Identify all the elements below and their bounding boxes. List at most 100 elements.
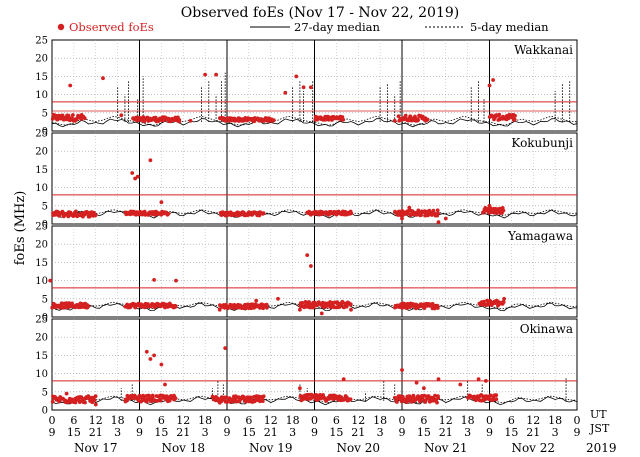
observed-point-outlier: [223, 346, 228, 350]
observed-point: [234, 399, 239, 404]
panels: 0 5 10 15 20 25 Wakkanai 0 5 10 15 20 25 Kokubunji 0 5 1…: [35, 36, 578, 417]
year-label: 2019: [586, 441, 617, 455]
observed-point: [227, 396, 232, 400]
x-tick-ut: 18: [373, 414, 387, 427]
x-tick-jst: 21: [351, 426, 365, 439]
x-tick-ut: 0: [399, 414, 406, 427]
jst-axis-label: JST: [589, 422, 610, 435]
observed-point: [435, 400, 439, 405]
y-tick-label: 0: [42, 406, 48, 417]
observed-point-outlier: [159, 200, 164, 205]
observed-point: [400, 394, 405, 399]
observed-point-outlier: [392, 118, 397, 123]
x-tick-ut: 0: [311, 414, 318, 427]
observed-point-outlier: [163, 382, 167, 387]
observed-point: [497, 206, 502, 211]
y-tick-label: 10: [35, 90, 48, 101]
observed-point: [411, 393, 416, 398]
observed-point-outlier: [301, 85, 306, 90]
legend: Observed foEs 27-day median 5-day median: [57, 20, 549, 34]
x-tick-jst: 21: [176, 426, 190, 439]
legend-27day-label: 27-day median: [294, 20, 380, 34]
observed-point-outlier: [494, 298, 499, 303]
observed-point: [260, 399, 265, 403]
x-tick-jst: 9: [136, 426, 143, 439]
x-tick-jst: 9: [224, 426, 231, 439]
y-tick-label: 15: [35, 165, 48, 176]
observed-point: [50, 399, 55, 404]
x-tick-jst: 15: [504, 426, 518, 439]
station-label: Yamagawa: [507, 229, 573, 243]
x-tick-ut: 18: [548, 414, 562, 427]
observed-point: [66, 214, 71, 219]
x-tick-jst: 3: [202, 426, 209, 439]
observed-point-outlier: [144, 349, 149, 354]
y-tick-label: 15: [35, 351, 48, 362]
observed-point-outlier: [101, 76, 105, 81]
day-label: Nov 21: [424, 441, 468, 455]
station-label: Kokubunji: [511, 136, 573, 150]
observed-point: [433, 393, 437, 398]
y-tick-label: 5: [42, 294, 48, 305]
x-tick-ut: 0: [486, 414, 493, 427]
observed-point: [349, 211, 354, 216]
observed-point-outlier: [276, 296, 280, 301]
observed-point: [431, 208, 436, 213]
x-tick-jst: 21: [89, 426, 103, 439]
observed-point: [252, 399, 257, 404]
observed-point: [86, 304, 91, 308]
observed-point-outlier: [398, 117, 403, 122]
observed-point: [494, 397, 499, 402]
observed-point-outlier: [159, 362, 164, 367]
observed-point: [501, 208, 506, 213]
x-tick-ut: 6: [333, 414, 340, 427]
y-tick-label: 0: [42, 127, 48, 138]
y-tick-label: 5: [42, 108, 48, 119]
observed-point: [244, 399, 248, 404]
observed-point: [83, 400, 87, 405]
observed-point-outlier: [349, 307, 353, 312]
observed-point-outlier: [491, 78, 495, 82]
observed-point-outlier: [414, 380, 419, 385]
x-tick-jst: 21: [526, 426, 540, 439]
x-tick-jst: 3: [114, 426, 121, 439]
y-tick-label: 0: [42, 220, 48, 231]
day-label: Nov 19: [249, 441, 293, 455]
observed-point-outlier: [400, 368, 404, 372]
x-tick-jst: 15: [67, 426, 81, 439]
observed-point: [513, 113, 517, 118]
observed-point-outlier: [314, 115, 319, 120]
x-tick-ut: 12: [264, 414, 278, 427]
observed-point: [71, 113, 75, 117]
observed-point-outlier: [487, 203, 492, 208]
observed-point: [264, 302, 269, 307]
observed-point: [413, 114, 417, 119]
x-tick-jst: 3: [552, 426, 559, 439]
observed-point-outlier: [48, 278, 53, 283]
observed-point: [512, 117, 517, 122]
x-tick-ut: 12: [176, 414, 190, 427]
observed-point-outlier: [93, 402, 98, 407]
y-tick-label: 5: [42, 387, 48, 398]
observed-point: [61, 305, 65, 310]
observed-point-outlier: [476, 377, 481, 381]
observed-point: [396, 114, 401, 119]
observed-point: [258, 399, 262, 404]
observed-point-outlier: [64, 301, 69, 306]
observed-point-outlier: [436, 377, 441, 381]
legend-observed-label: Observed foEs: [69, 20, 154, 34]
observed-point: [395, 400, 399, 404]
observed-point: [339, 395, 344, 400]
x-tick-ut: 12: [89, 414, 103, 427]
x-tick-ut: 12: [351, 414, 365, 427]
y-axis-label: foEs (MHz): [13, 191, 28, 266]
observed-point-outlier: [214, 72, 219, 77]
observed-point: [418, 399, 422, 404]
observed-point: [82, 116, 87, 121]
observed-point-outlier: [294, 74, 299, 79]
observed-point: [300, 301, 305, 305]
x-tick-jst: 21: [439, 426, 453, 439]
observed-point: [150, 395, 155, 400]
